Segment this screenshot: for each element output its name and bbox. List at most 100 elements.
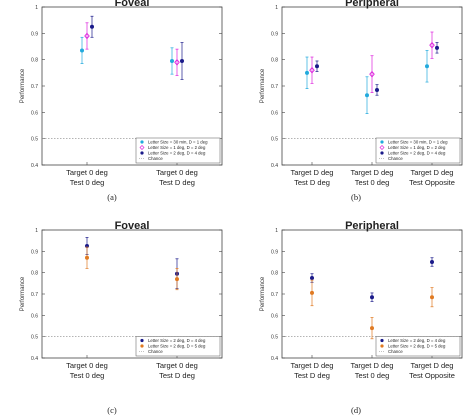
legend-label: Chance <box>388 156 403 161</box>
y-tick-label: 0.9 <box>31 31 38 37</box>
legend-label: Letter Size = 2 deg, D = 4 deg <box>388 338 446 343</box>
data-point <box>429 41 435 49</box>
chart-panel-c: Foveal 0.4 0.5 0.6 0.7 0.8 0.9 1 Performance Targ… <box>20 220 223 415</box>
y-tick-label: 0.9 <box>31 249 38 255</box>
y-tick-label: 0.8 <box>31 271 38 277</box>
chart-title: Foveal <box>115 0 150 9</box>
legend-label: Letter Size = 1 deg, D = 2 deg <box>388 145 446 150</box>
legend-label: Letter Size = 2 deg, D = 4 deg <box>148 151 206 156</box>
data-point <box>315 64 319 69</box>
x-tick-label: Test D deg <box>159 178 195 187</box>
y-axis-label: Performance <box>20 68 26 103</box>
figure-caption: (c) <box>107 405 117 415</box>
legend-marker <box>380 140 384 144</box>
y-tick-label: 0.6 <box>31 313 38 319</box>
y-tick-label: 0.5 <box>271 335 278 341</box>
chart-title: Foveal <box>115 220 150 232</box>
x-tick-label: Test D deg <box>159 371 195 380</box>
data-point <box>85 255 89 260</box>
y-tick-label: 0.6 <box>31 110 38 116</box>
data-point <box>170 58 174 63</box>
data-point <box>309 66 315 74</box>
legend-label: Letter Size = 30 min, D = 1 deg <box>388 140 448 145</box>
legend-marker <box>380 151 384 155</box>
data-point <box>375 87 379 92</box>
x-tick-label: Test Opposite <box>409 371 455 380</box>
data-point <box>310 290 314 295</box>
x-tick-label: Target D deg <box>291 361 334 370</box>
x-tick-label: Test 0 deg <box>70 178 105 187</box>
y-tick-label: 0.4 <box>271 356 278 362</box>
x-tick-label: Test 0 deg <box>355 371 390 380</box>
y-axis-label: Performance <box>20 276 26 311</box>
x-tick-label: Test D deg <box>294 371 330 380</box>
legend-marker <box>140 151 144 155</box>
data-point <box>90 24 94 29</box>
legend-box <box>375 336 461 357</box>
y-tick-label: 0.7 <box>31 292 38 298</box>
y-tick-label: 0.5 <box>31 335 38 341</box>
legend-label: Letter Size = 1 deg, D = 2 deg <box>148 145 206 150</box>
data-point <box>180 58 184 63</box>
legend-label: Chance <box>148 156 163 161</box>
legend-marker <box>380 338 384 343</box>
chart-panel-a: Foveal 0.4 0.5 0.6 0.7 0.8 0.9 1 Performance Targ… <box>20 0 223 202</box>
data-point <box>175 277 179 282</box>
figure-caption: (b) <box>351 192 361 202</box>
y-tick-label: 0.5 <box>31 137 38 143</box>
y-tick-label: 0.9 <box>271 31 278 37</box>
chart-title: Peripheral <box>345 0 399 9</box>
x-tick-label: Target D deg <box>351 361 394 370</box>
data-point <box>310 276 314 280</box>
legend-box <box>375 137 461 164</box>
data-point <box>430 260 434 264</box>
data-point <box>369 70 375 78</box>
x-tick-label: Test 0 deg <box>70 371 105 380</box>
x-tick-label: Target D deg <box>291 168 334 177</box>
y-tick-label: 0.8 <box>31 58 38 64</box>
y-tick-label: 0.7 <box>271 84 278 90</box>
legend-box <box>135 336 221 357</box>
y-tick-label: 1 <box>35 5 38 11</box>
data-point <box>365 93 369 98</box>
y-tick-label: 1 <box>275 228 278 234</box>
x-tick-label: Target D deg <box>411 361 454 370</box>
data-point <box>430 295 434 300</box>
legend-label: Letter Size = 30 min, D = 1 deg <box>148 140 208 145</box>
x-tick-label: Target 0 deg <box>156 361 198 370</box>
y-tick-label: 0.4 <box>31 356 38 362</box>
legend-label: Chance <box>148 349 163 354</box>
y-tick-label: 0.4 <box>271 163 278 169</box>
legend-marker <box>140 338 144 343</box>
data-point <box>370 295 374 300</box>
legend-marker <box>139 145 145 150</box>
x-tick-label: Test Opposite <box>409 178 455 187</box>
legend-marker <box>140 140 144 144</box>
y-tick-label: 0.6 <box>271 313 278 319</box>
y-tick-label: 0.4 <box>31 163 38 169</box>
legend-marker <box>140 344 144 348</box>
figure-caption: (a) <box>107 192 117 202</box>
data-point <box>80 48 84 53</box>
data-point <box>305 70 309 75</box>
x-tick-label: Target 0 deg <box>156 168 198 177</box>
legend-box <box>135 137 221 164</box>
y-tick-label: 0.7 <box>31 84 38 90</box>
y-tick-label: 1 <box>275 5 278 11</box>
data-point <box>84 32 90 40</box>
y-tick-label: 0.8 <box>271 58 278 64</box>
legend-label: Letter Size = 2 deg, D = 5 deg <box>388 344 446 349</box>
data-point <box>174 59 180 66</box>
data-point <box>425 64 429 69</box>
legend-label: Letter Size = 2 deg, D = 4 deg <box>388 151 446 156</box>
x-tick-label: Target D deg <box>351 168 394 177</box>
x-tick-label: Test D deg <box>294 178 330 187</box>
y-tick-label: 0.9 <box>271 249 278 255</box>
y-tick-label: 0.6 <box>271 110 278 116</box>
figure-caption: (d) <box>351 405 361 415</box>
